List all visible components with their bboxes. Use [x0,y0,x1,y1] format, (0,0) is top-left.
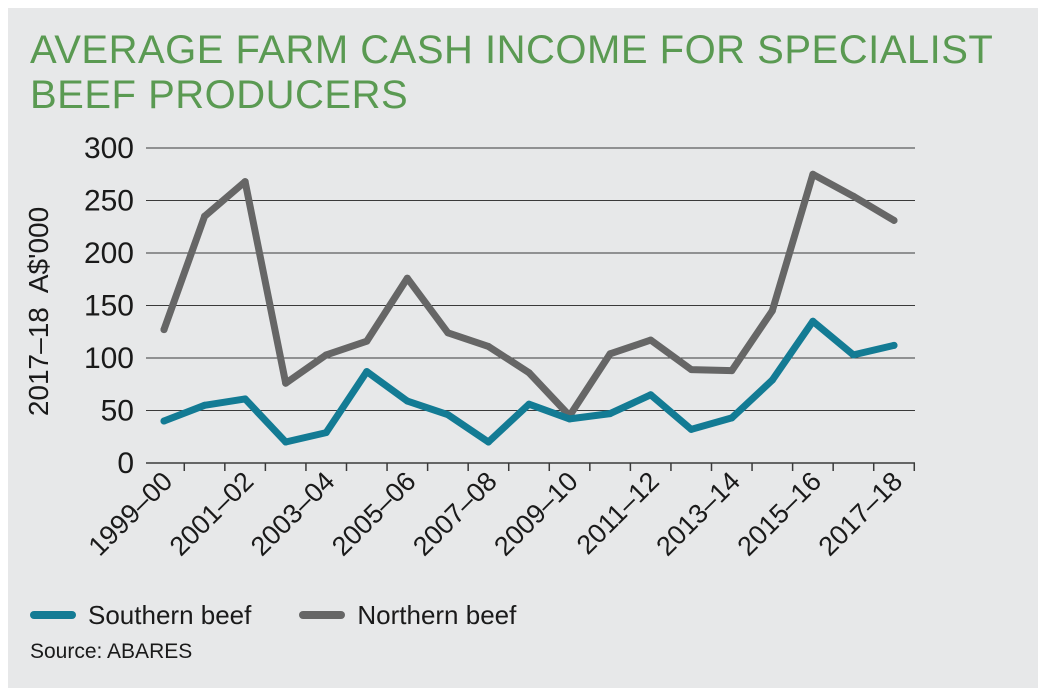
data-point-southern-beef [282,438,290,446]
legend-item-northern: Northern beef [299,600,516,631]
data-point-southern-beef [687,425,695,433]
y-tick-label-200: 200 [84,237,134,270]
data-point-southern-beef [809,317,817,325]
data-point-northern-beef [728,367,736,375]
legend-label-northern: Northern beef [357,599,517,630]
y-tick-label-0: 0 [117,447,134,480]
data-point-southern-beef [322,429,330,437]
y-tick-label-300: 300 [84,132,134,165]
data-point-northern-beef [849,192,857,200]
legend-label-southern: Southern beef [88,599,252,630]
data-point-northern-beef [363,337,371,345]
data-point-southern-beef [890,341,898,349]
data-point-northern-beef [606,350,614,358]
data-point-northern-beef [809,170,817,178]
data-point-northern-beef [687,366,695,374]
data-point-southern-beef [566,415,574,423]
data-point-northern-beef [282,379,290,387]
y-tick-label-100: 100 [84,342,134,375]
data-point-southern-beef [363,368,371,376]
data-point-southern-beef [849,351,857,359]
data-point-northern-beef [403,274,411,282]
x-tick-label-1999–00: 1999–00 [83,466,179,562]
data-point-southern-beef [403,397,411,405]
data-point-northern-beef [160,326,168,334]
chart-title-line-1: AVERAGE FARM CASH INCOME FOR SPECIALIST [30,28,994,72]
x-tick-label-2005–06: 2005–06 [326,466,422,562]
chart-panel: AVERAGE FARM CASH INCOME FOR SPECIALIST … [8,8,1038,688]
x-tick-label-2001–02: 2001–02 [164,466,260,562]
chart-title-line-2: BEEF PRODUCERS [30,73,409,117]
legend-item-southern: Southern beef [30,600,251,631]
axes [146,462,916,471]
data-point-southern-beef [606,410,614,418]
data-point-southern-beef [241,395,249,403]
data-point-southern-beef [160,417,168,425]
data-point-southern-beef [768,376,776,384]
x-tick-label-2007–08: 2007–08 [407,466,503,562]
legend-swatch-northern [299,611,346,619]
y-tick-label-150: 150 [84,290,134,323]
y-tick-label-50: 50 [101,395,134,428]
y-tick-labels: 0 50 100 150 200 250 300 [84,132,134,480]
data-point-southern-beef [484,438,492,446]
line-chart: 0 50 100 150 200 250 300 1999–002001–022003–04… [23,132,916,562]
x-tick-label-2009–10: 2009–10 [488,466,584,562]
data-point-northern-beef [322,351,330,359]
data-point-southern-beef [201,401,209,409]
legend: Southern beef Northern beef [30,600,564,630]
series-lines [160,170,898,446]
data-point-southern-beef [728,414,736,422]
y-axis-label: 2017–18 A$'000 [23,207,54,416]
x-tick-label-2013–14: 2013–14 [650,466,746,562]
x-tick-label-2015–16: 2015–16 [732,466,828,562]
data-point-northern-beef [444,329,452,337]
data-point-northern-beef [647,336,655,344]
x-tick-labels: 1999–002001–022003–042005–062007–082009–… [83,466,909,562]
chart-title: AVERAGE FARM CASH INCOME FOR SPECIALIST … [30,28,993,118]
data-point-northern-beef [525,369,533,377]
data-point-northern-beef [241,178,249,186]
data-point-northern-beef [484,342,492,350]
source-note: Source: ABARES [30,640,193,663]
x-tick-label-2003–04: 2003–04 [245,466,341,562]
data-point-southern-beef [647,391,655,399]
legend-swatch-southern [30,611,76,619]
data-point-southern-beef [525,400,533,408]
data-point-southern-beef [444,411,452,419]
x-tick-label-2017–18: 2017–18 [813,466,909,562]
data-point-northern-beef [201,212,209,220]
series-line-northern-beef [160,170,898,420]
data-point-northern-beef [768,307,776,315]
x-tick-label-2011–12: 2011–12 [571,466,665,560]
data-point-northern-beef [890,216,898,224]
y-tick-label-250: 250 [84,185,134,218]
